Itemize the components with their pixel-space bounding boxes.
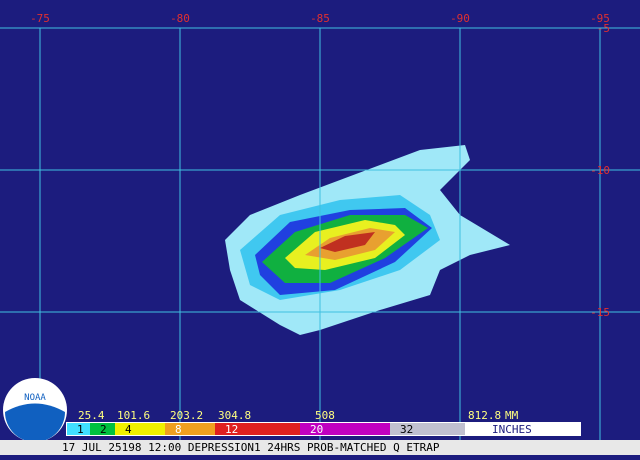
inch-label: 1: [77, 423, 84, 436]
longitude-label: -80: [170, 12, 190, 25]
mm-label: 203.2: [170, 409, 203, 422]
rainfall: [225, 145, 510, 335]
longitude-label: -85: [310, 12, 330, 25]
inch-label: 20: [310, 423, 323, 436]
mm-label: 101.6: [117, 409, 150, 422]
mm-label: 508: [315, 409, 335, 422]
mm-label: 25.4: [78, 409, 105, 422]
longitude-label: -90: [450, 12, 470, 25]
longitude-label: -75: [30, 12, 50, 25]
inch-label: 12: [225, 423, 238, 436]
inch-label: 2: [100, 423, 107, 436]
colorbar-segment: [215, 423, 300, 435]
inch-label: 32: [400, 423, 413, 436]
colorbar-segment: [165, 423, 215, 435]
longitude-label: -95: [590, 12, 610, 25]
mm-label: 812.8: [468, 409, 501, 422]
colorbar-segment: [300, 423, 390, 435]
inch-label: 4: [125, 423, 132, 436]
latitude-label: -10: [590, 164, 610, 177]
mm-label: 304.8: [218, 409, 251, 422]
footer-bar: [0, 440, 640, 455]
latitude-label: -5: [597, 22, 610, 35]
mm-unit: MM: [505, 409, 519, 422]
colorbar-segment: [115, 423, 165, 435]
logo-text: NOAA: [24, 393, 46, 403]
colorbar-segment: [90, 423, 115, 435]
inch-unit: INCHES: [492, 423, 532, 436]
grid: -75 -80 -85 -90 -95-5 -10 -15: [0, 12, 640, 440]
colorbar-segment: [390, 423, 465, 435]
inch-label: 8: [175, 423, 182, 436]
logo: NOAA: [3, 378, 67, 442]
colorbar-segment: [67, 423, 90, 435]
latitude-label: -15: [590, 306, 610, 319]
footer: 17 JUL 25198 12:00 DEPRESSION1 24HRS PRO…: [62, 441, 440, 454]
